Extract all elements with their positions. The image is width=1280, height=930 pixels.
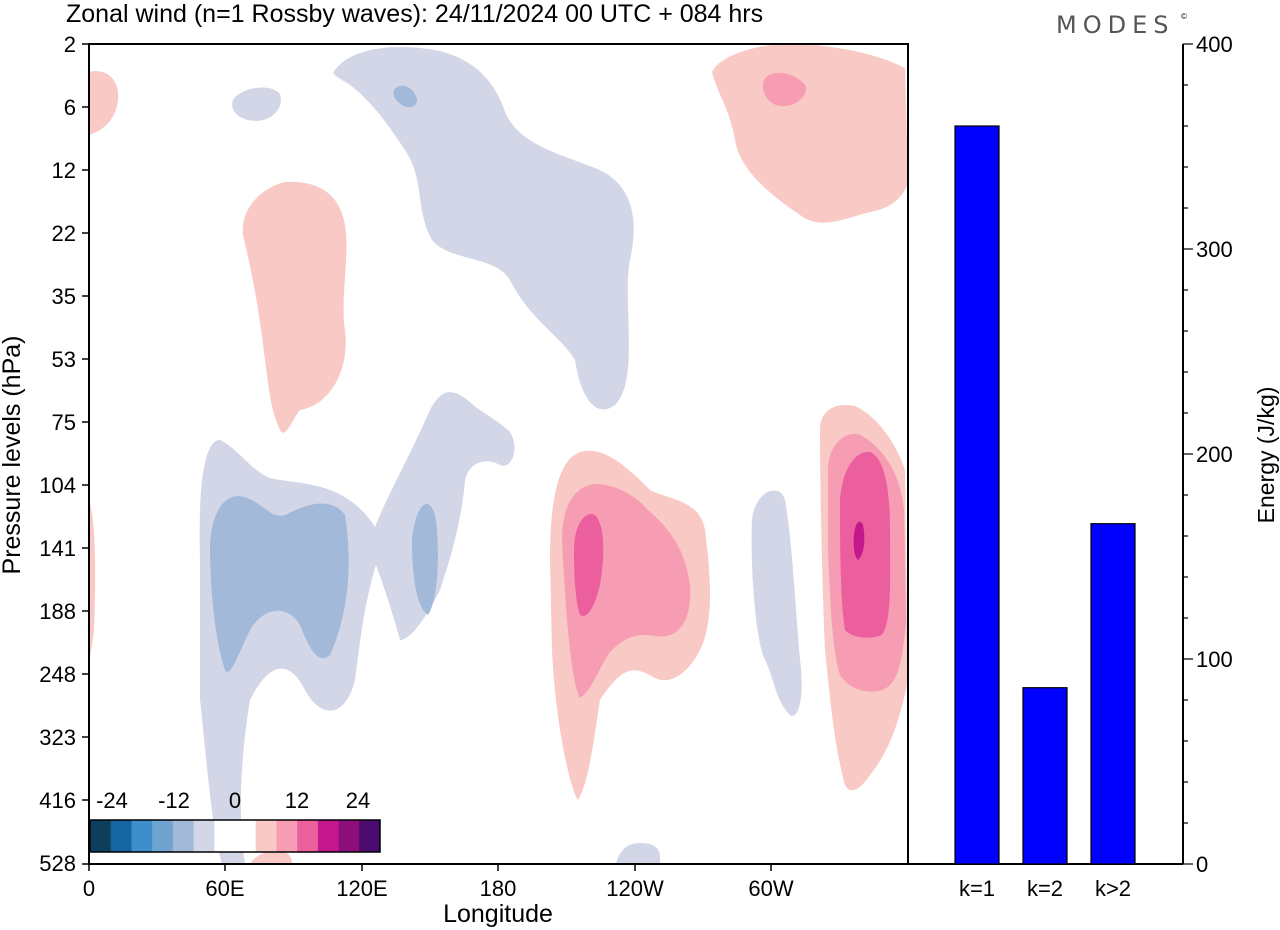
colorbar-label: -12 [158, 788, 190, 813]
chart-title: Zonal wind (n=1 Rossby waves): 24/11/202… [66, 0, 763, 28]
contour-fields [89, 44, 908, 864]
x-tick-label: 120W [606, 876, 664, 901]
x-tick-label: 60W [748, 876, 793, 901]
x-tick-label: 0 [83, 876, 95, 901]
brand-logo: MODES [1056, 11, 1174, 39]
y-tick-label: 188 [39, 599, 76, 624]
colorbar-swatch [152, 820, 174, 852]
x-tick-label: 60E [205, 876, 244, 901]
contour-neg-weak-small [232, 87, 281, 121]
contour-pos-weak-upper-right [712, 44, 908, 223]
colorbar-label: 12 [285, 788, 309, 813]
y-tick-label: 12 [52, 158, 76, 183]
bar-y-tick-label: 400 [1196, 32, 1233, 57]
colorbar-swatches [89, 819, 381, 853]
bar-k=2 [1022, 687, 1068, 865]
y-tick-label: 104 [39, 473, 76, 498]
contour-neg-weak-bottom [616, 842, 661, 864]
bar-y-tick-label: 100 [1196, 647, 1233, 672]
bar-y-axis-title: Energy (J/kg) [1253, 387, 1279, 524]
bar-y-ticks [1183, 43, 1193, 865]
colorbar-swatch [131, 820, 153, 852]
bar-category-label: k=2 [1027, 876, 1063, 901]
colorbar-swatch [235, 820, 257, 852]
brand-mark: © [1181, 12, 1187, 21]
contour-pos-weak-left-edge-mid [89, 500, 96, 660]
y-tick-label: 248 [39, 662, 76, 687]
y-tick-label: 416 [39, 788, 76, 813]
bar-y-tick-label: 300 [1196, 237, 1233, 262]
bar-category-label: k=1 [959, 876, 995, 901]
contour-neg-weak-right [751, 490, 802, 716]
colorbar-frame [89, 819, 381, 853]
contour-neg-mid-center [412, 503, 438, 615]
bar-marks [954, 125, 1136, 865]
contour-pos-weak-left-edge-top [89, 71, 119, 135]
y-tick-label: 141 [39, 536, 76, 561]
colorbar-label: 0 [229, 788, 241, 813]
x-tick-label: 120E [336, 876, 387, 901]
contour-neg-weak-upper [333, 47, 634, 410]
colorbar-swatch [110, 820, 132, 852]
contour-pos-strong-right [840, 451, 891, 638]
y-axis-ticks [82, 43, 89, 865]
contour-pos-mid-top [762, 72, 806, 107]
colorbar-swatch [276, 820, 298, 852]
colorbar-label: -24 [96, 788, 128, 813]
colorbar-swatch [255, 820, 277, 852]
y-tick-label: 53 [52, 347, 76, 372]
y-axis-labels: 2 6 12 22 35 53 75 104 141 188 248 323 4… [39, 32, 76, 876]
x-axis-ticks [88, 864, 772, 871]
y-tick-label: 6 [64, 95, 76, 120]
bar-y-tick-label: 0 [1196, 852, 1208, 877]
y-tick-label: 22 [52, 221, 76, 246]
y-axis-title: Pressure levels (hPa) [0, 336, 26, 575]
colorbar-swatch [338, 820, 360, 852]
x-tick-label: 180 [480, 876, 517, 901]
heatmap-panel: 2 6 12 22 35 53 75 104 141 188 248 323 4… [0, 32, 909, 928]
colorbar-swatch [172, 820, 195, 852]
contour-neg-mid-left [210, 495, 349, 672]
energy-bar-panel: 0 100 200 300 400 Energy (J/kg) k=1 k=2 … [908, 32, 1279, 901]
contour-pos-deep-right [853, 521, 865, 560]
contour-pos-weak-upper-left [242, 181, 347, 433]
bar-k>2 [1090, 523, 1136, 865]
bar-y-tick-label: 200 [1196, 442, 1233, 467]
bar-category-labels: k=1 k=2 k>2 [959, 876, 1131, 901]
bar-k=1 [954, 125, 1000, 865]
colorbar-legend: -24 -12 0 12 24 [89, 788, 381, 853]
colorbar-swatch [90, 820, 112, 852]
y-tick-label: 75 [52, 410, 76, 435]
y-tick-label: 528 [39, 851, 76, 876]
y-tick-label: 2 [64, 32, 76, 57]
x-axis-labels: 0 60E 120E 180 120W 60W [83, 876, 794, 901]
colorbar-label: 24 [346, 788, 370, 813]
colorbar-swatch [359, 820, 381, 852]
contour-pos-strong-center [574, 514, 604, 616]
y-tick-label: 35 [52, 284, 76, 309]
colorbar-swatch [317, 820, 340, 852]
contour-neg-mid-top [393, 85, 418, 108]
colorbar-swatch [297, 820, 319, 852]
contour-pos-weak-bottom [250, 850, 292, 864]
bar-y-labels: 0 100 200 300 400 [1196, 32, 1233, 877]
bar-category-label: k>2 [1095, 876, 1131, 901]
x-axis-title: Longitude [443, 900, 553, 928]
colorbar-swatch [193, 820, 215, 852]
colorbar-swatch [214, 820, 236, 852]
contour-neg-weak-lower [199, 392, 515, 864]
y-tick-label: 323 [39, 725, 76, 750]
